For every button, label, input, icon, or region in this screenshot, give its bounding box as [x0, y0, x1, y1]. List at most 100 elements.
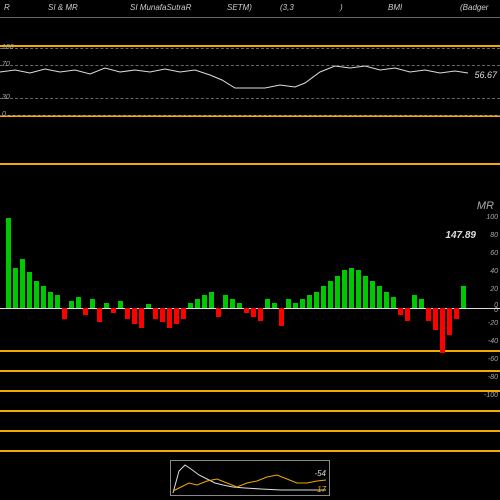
mr-bar	[195, 299, 200, 308]
mr-value: 147.89	[445, 230, 476, 241]
rsi-axis-label: 30	[2, 94, 10, 101]
mr-bar	[146, 304, 151, 309]
mid-separator	[0, 163, 500, 165]
mr-bar	[349, 268, 354, 309]
mr-bar	[363, 276, 368, 308]
mr-bar	[321, 286, 326, 308]
mini-label: -54	[314, 469, 326, 478]
mr-axis-label: 60	[490, 250, 498, 257]
mr-bar	[111, 308, 116, 313]
mr-bar	[391, 297, 396, 308]
rsi-axis-label: 70	[2, 61, 10, 68]
mr-bar	[286, 299, 291, 308]
mr-bar	[370, 281, 375, 308]
mr-axis-label: -80	[488, 374, 498, 381]
mr-bar	[139, 308, 144, 328]
mr-bar	[97, 308, 102, 322]
rsi-gridline	[0, 48, 500, 49]
mr-bar	[181, 308, 186, 319]
mr-axis-label: -100	[484, 392, 498, 399]
mr-bar	[412, 295, 417, 308]
mr-axis-label: -40	[488, 338, 498, 345]
mr-bar	[132, 308, 137, 324]
bottom-orange-line	[0, 410, 500, 412]
bottom-orange-line	[0, 390, 500, 392]
mr-bar	[90, 299, 95, 308]
mr-bar	[314, 292, 319, 308]
mr-bar	[447, 308, 452, 335]
rsi-axis-label: 100	[2, 44, 14, 51]
chart-container: RSI & MRSI MunafaSutraRSETM)(3,3)BMI(Bad…	[0, 0, 500, 500]
rsi-line	[0, 0, 470, 150]
top-orange-line	[0, 45, 500, 47]
mr-bar	[251, 308, 256, 317]
mr-bar	[209, 292, 214, 308]
mr-bar	[279, 308, 284, 326]
mr-bar	[265, 299, 270, 308]
mr-bar	[69, 301, 74, 308]
mr-bar	[272, 303, 277, 308]
mr-bar	[384, 292, 389, 308]
mr-bar	[153, 308, 158, 319]
mr-bar	[440, 308, 445, 353]
mr-bar	[104, 303, 109, 308]
mr-axis-label: 40	[490, 268, 498, 275]
rsi-gridline	[0, 115, 500, 116]
mr-bar	[13, 268, 18, 309]
mr-axis-label: 80	[490, 232, 498, 239]
bottom-orange-line	[0, 450, 500, 452]
mr-bar	[433, 308, 438, 330]
mr-bar	[293, 303, 298, 308]
bottom-orange-line	[0, 430, 500, 432]
mr-bar	[167, 308, 172, 328]
zero-line	[0, 308, 500, 309]
mr-bar	[223, 295, 228, 308]
mr-bar	[377, 286, 382, 308]
mr-bar	[405, 308, 410, 321]
mr-title: MR	[477, 200, 494, 212]
mr-bar	[398, 308, 403, 315]
rsi-gridline	[0, 98, 500, 99]
mr-bar	[76, 297, 81, 308]
bottom-orange-line	[0, 370, 500, 372]
mr-bar	[62, 308, 67, 319]
mr-bar	[83, 308, 88, 315]
mr-bar	[27, 272, 32, 308]
mr-bar	[125, 308, 130, 319]
mr-bar	[216, 308, 221, 317]
mr-bar	[6, 218, 11, 308]
mr-bar	[328, 281, 333, 308]
mini-panel: -54 17	[170, 460, 330, 496]
mr-axis-label: 20	[490, 286, 498, 293]
mr-bar	[426, 308, 431, 321]
mr-bar	[202, 295, 207, 308]
mini-label: 17	[317, 485, 326, 494]
mr-bar	[55, 295, 60, 308]
mr-bar	[20, 259, 25, 309]
mr-bar	[174, 308, 179, 324]
mr-bar	[342, 270, 347, 308]
mr-bar	[118, 301, 123, 308]
rsi-value: 56.67	[474, 70, 497, 80]
mr-bar	[41, 286, 46, 309]
mr-bar	[244, 308, 249, 313]
mr-bar	[461, 286, 466, 308]
mr-bar	[34, 281, 39, 308]
mr-bar	[307, 295, 312, 308]
mr-bar	[258, 308, 263, 321]
mr-bar	[419, 299, 424, 308]
mr-bar	[160, 308, 165, 322]
mr-bar	[356, 270, 361, 308]
mr-axis-label: -60	[488, 356, 498, 363]
mr-bar	[300, 299, 305, 308]
mr-bar	[230, 299, 235, 308]
mr-bar	[188, 303, 193, 308]
mr-bar	[237, 303, 242, 308]
rsi-axis-label: 0	[2, 111, 6, 118]
mini-lines	[171, 461, 331, 497]
bottom-orange-line	[0, 350, 500, 352]
rsi-gridline	[0, 65, 500, 66]
mr-bar	[335, 276, 340, 308]
mr-bar	[454, 308, 459, 319]
mr-axis-label: 100	[486, 214, 498, 221]
